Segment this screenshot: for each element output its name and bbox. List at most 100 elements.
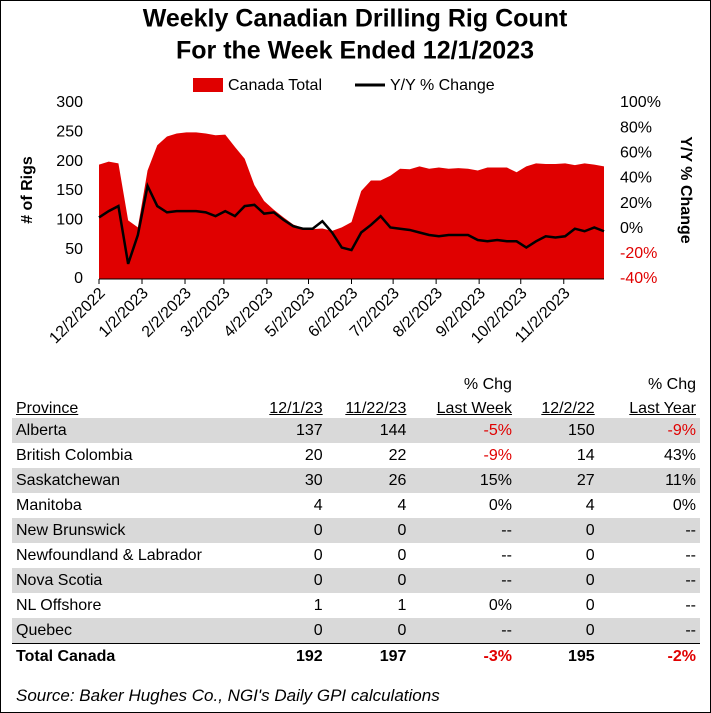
table-cell: -- xyxy=(685,546,696,564)
table-cell: -- xyxy=(410,618,516,644)
table-cell: -5% xyxy=(410,418,516,443)
header-cell: 12/1/23 xyxy=(269,400,323,417)
chart-title: Weekly Canadian Drilling Rig Count xyxy=(143,5,568,33)
header-cell xyxy=(327,370,411,394)
table-cell: 27 xyxy=(515,468,599,493)
table-cell: Nova Scotia xyxy=(12,568,241,593)
table-cell: 0 xyxy=(313,546,323,564)
table-cell: 0% xyxy=(672,496,696,514)
table-cell: NL Offshore xyxy=(16,596,102,614)
table-cell: 30 xyxy=(240,468,327,493)
table-row: NL Offshore 1 1 0% 0 -- xyxy=(12,593,700,618)
table-cell: 15% xyxy=(410,468,516,493)
table-cell: 197 xyxy=(326,643,411,670)
header-cell: Last Week xyxy=(436,400,512,417)
table-cell: -3% xyxy=(410,643,516,670)
table-row: Quebec 0 0 -- 0 -- xyxy=(12,618,700,644)
legend-label: Canada Total xyxy=(228,77,322,94)
table-cell: 11% xyxy=(598,468,700,493)
table-row: New Brunswick 0 0 -- 0 -- xyxy=(12,518,700,543)
table-cell: -9% xyxy=(598,418,700,443)
table-cell: -- xyxy=(410,518,516,543)
area xyxy=(99,132,604,279)
table-cell: 1 xyxy=(397,596,407,614)
table-body: Alberta 137 144 -5% 150 -9% British Colombia 20… xyxy=(12,418,700,670)
table-cell: 20 xyxy=(304,446,323,464)
table-cell: 0 xyxy=(240,568,327,593)
table-cell: 150 xyxy=(515,418,599,443)
legend-swatch xyxy=(193,78,223,92)
y2-tick-label: 40% xyxy=(620,170,652,187)
table-cell: 0 xyxy=(515,568,599,593)
table-row: Newfoundland & Labrador 0 0 -- 0 -- xyxy=(12,543,700,568)
table-cell: 0% xyxy=(488,496,512,514)
header-cell xyxy=(516,370,599,394)
table-cell: -- xyxy=(410,568,516,593)
y-tick-label: 100 xyxy=(56,212,83,229)
table-cell: 0 xyxy=(326,518,411,543)
chart: Weekly Canadian Drilling Rig Count For t… xyxy=(19,5,694,348)
y-tick-label: 200 xyxy=(56,153,83,170)
table-cell: 4 xyxy=(585,496,595,514)
table-cell: 137 xyxy=(240,418,327,443)
header-cell: 12/2/22 xyxy=(541,400,595,417)
table-cell: 0 xyxy=(515,518,599,543)
table-cell: 192 xyxy=(240,643,327,670)
data-table: % Chg % Chg Province 12/1/23 11/22/23 Last We… xyxy=(12,370,700,670)
table-cell: 0 xyxy=(240,518,327,543)
table-cell: 0 xyxy=(515,618,599,644)
y2-tick-label: -40% xyxy=(620,270,657,287)
header-cell: % Chg xyxy=(463,376,512,393)
table-cell: -2% xyxy=(598,643,700,670)
y-tick-label: 50 xyxy=(65,241,83,258)
table-cell: -- xyxy=(501,546,512,564)
table-cell: 0 xyxy=(585,546,595,564)
table-cell: Saskatchewan xyxy=(12,468,241,493)
y2-tick-label: 0% xyxy=(620,220,643,237)
y-tick-label: 0 xyxy=(74,270,83,287)
table-cell: 26 xyxy=(326,468,411,493)
table-cell: 14 xyxy=(576,446,595,464)
header-cell: Province xyxy=(16,400,79,417)
table-cell: -- xyxy=(598,618,700,644)
table-row: Saskatchewan 30 26 15% 27 11% xyxy=(12,468,700,493)
table-row: Alberta 137 144 -5% 150 -9% xyxy=(12,418,700,443)
y2-tick-label: 60% xyxy=(620,145,652,162)
line xyxy=(98,182,605,265)
y2-axis-title: Y/Y % Change xyxy=(677,136,694,243)
table-cell: 1 xyxy=(313,596,323,614)
header-row: Province 12/1/23 11/22/23 Last Week 12/2/22 L… xyxy=(12,394,700,418)
table-cell: 0 xyxy=(326,568,411,593)
legend-label: Y/Y % Change xyxy=(390,77,495,94)
table-cell: 144 xyxy=(326,418,411,443)
table-row: British Colombia 20 22 -9% 14 43% xyxy=(12,443,700,468)
table-row: Manitoba 4 4 0% 4 0% xyxy=(12,493,700,518)
table-cell: 195 xyxy=(515,643,599,670)
header-cell: Last Year xyxy=(629,400,696,417)
table-cell: Manitoba xyxy=(16,496,82,514)
table-cell: New Brunswick xyxy=(12,518,241,543)
table-row: Total Canada 192 197 -3% 195 -2% xyxy=(12,643,700,670)
table-cell: 4 xyxy=(313,496,323,514)
y-tick-label: 250 xyxy=(56,124,83,141)
table-header: % Chg % Chg Province 12/1/23 11/22/23 Last We… xyxy=(12,370,700,418)
table-cell: 0 xyxy=(397,546,407,564)
source-note: Source: Baker Hughes Co., NGI's Daily GP… xyxy=(16,686,440,705)
table-cell: Total Canada xyxy=(12,643,241,670)
y2-tick-label: -20% xyxy=(620,245,657,262)
y-axis-title: # of Rigs xyxy=(19,156,36,224)
table-cell: 0% xyxy=(488,596,512,614)
table-cell: -9% xyxy=(483,446,512,464)
table-cell: 4 xyxy=(397,496,407,514)
table-cell: 0 xyxy=(326,618,411,644)
y2-tick-label: 100% xyxy=(620,94,661,111)
y2-tick-label: 80% xyxy=(620,119,652,136)
table-cell: Quebec xyxy=(12,618,241,644)
table-cell: Newfoundland & Labrador xyxy=(16,546,202,564)
table-cell: 0 xyxy=(585,596,595,614)
table-cell: -- xyxy=(598,518,700,543)
y-tick-label: 150 xyxy=(56,182,83,199)
header-cell: % Chg xyxy=(647,376,696,393)
header-cell xyxy=(240,370,327,394)
